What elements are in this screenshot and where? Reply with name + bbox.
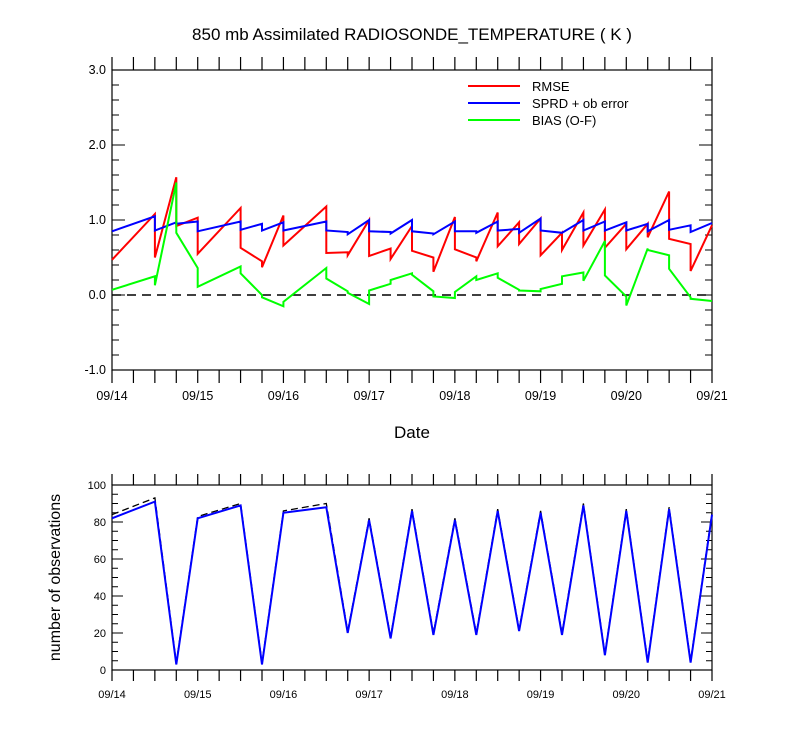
series-line-sprd-ob-error [111,214,713,237]
x-tick-label: 09/16 [270,689,298,701]
series-line-used [111,500,713,665]
y-tick-label: 0 [100,665,106,677]
y-axis-label: number of observations [47,494,64,661]
chart-title: 850 mb Assimilated RADIOSONDE_TEMPERATUR… [192,25,632,44]
series-line-possible [111,496,713,663]
x-tick-label: 09/19 [527,689,555,701]
y-tick-label: 3.0 [89,63,106,77]
x-tick-label: 09/21 [696,389,727,403]
x-tick-label: 09/18 [441,689,469,701]
y-tick-label: 100 [88,480,106,492]
x-tick-label: 09/18 [439,389,470,403]
x-tick-label: 09/16 [268,389,299,403]
y-tick-label: 80 [94,517,106,529]
x-tick-label: 09/14 [98,689,126,701]
x-tick-label: 09/15 [182,389,213,403]
y-tick-label: 40 [94,591,106,603]
x-tick-label: 09/14 [96,389,127,403]
y-tick-label: 60 [94,554,106,566]
x-tick-label: 09/20 [611,389,642,403]
series-line-rmse [111,176,713,273]
series-line-bias-o-f [111,182,713,308]
y-tick-label: 1.0 [89,213,106,227]
legend-label: SPRD + ob error [532,96,629,111]
y-tick-label: -1.0 [84,363,106,377]
x-tick-label: 09/21 [698,689,726,701]
x-tick-label: 09/17 [354,389,385,403]
chart-panel-2: 0 20 40 60 80 100 09/14 09/15 09/16 09/17 09/18 09/… [47,474,726,701]
chart-panel-1: 850 mb Assimilated RADIOSONDE_TEMPERATUR… [84,25,727,442]
legend-label: BIAS (O-F) [532,113,596,128]
x-tick-label: 09/17 [355,689,383,701]
y-tick-label: 0.0 [89,288,106,302]
x-tick-label: 09/20 [613,689,641,701]
legend-label: RMSE [532,79,570,94]
x-tick-label: 09/19 [525,389,556,403]
x-tick-label: 09/15 [184,689,212,701]
y-tick-label: 2.0 [89,138,106,152]
x-axis-label: Date [394,423,430,442]
y-tick-label: 20 [94,628,106,640]
